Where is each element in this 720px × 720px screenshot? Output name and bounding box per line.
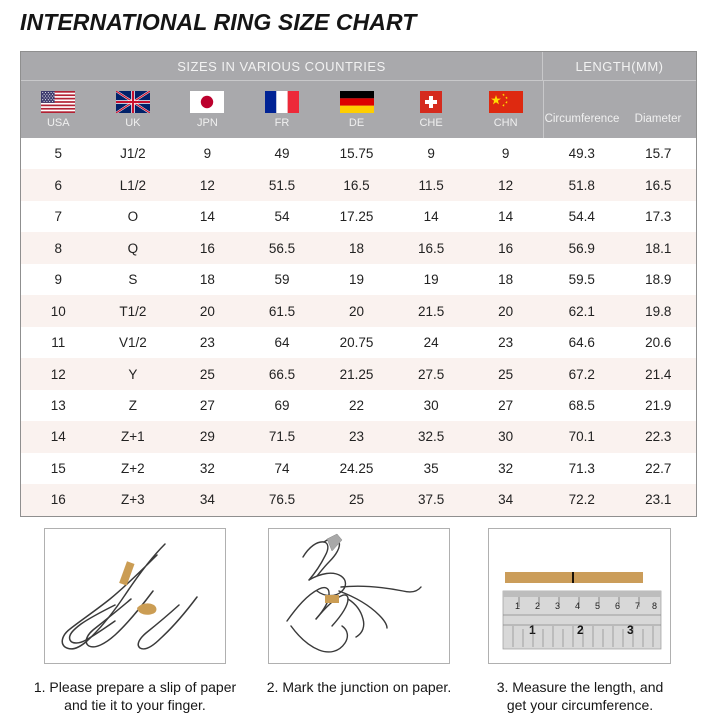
svg-text:8: 8 (652, 601, 657, 611)
svg-text:4: 4 (575, 601, 580, 611)
svg-text:1: 1 (529, 623, 536, 637)
svg-text:5: 5 (595, 601, 600, 611)
svg-text:3: 3 (555, 601, 560, 611)
svg-text:1: 1 (515, 601, 520, 611)
svg-text:7: 7 (635, 601, 640, 611)
svg-text:2: 2 (535, 601, 540, 611)
svg-text:6: 6 (615, 601, 620, 611)
